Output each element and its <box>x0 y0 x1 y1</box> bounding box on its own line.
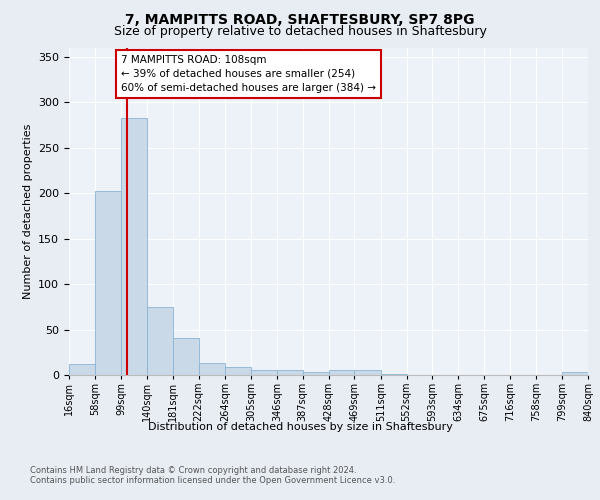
Bar <box>147 307 173 375</box>
Text: Contains HM Land Registry data © Crown copyright and database right 2024.: Contains HM Land Registry data © Crown c… <box>30 466 356 475</box>
Bar <box>562 372 588 375</box>
Bar <box>381 374 407 375</box>
Bar <box>355 370 381 375</box>
Bar <box>277 370 302 375</box>
Text: Contains public sector information licensed under the Open Government Licence v3: Contains public sector information licen… <box>30 476 395 485</box>
Text: Distribution of detached houses by size in Shaftesbury: Distribution of detached houses by size … <box>148 422 452 432</box>
Text: Size of property relative to detached houses in Shaftesbury: Size of property relative to detached ho… <box>113 25 487 38</box>
Bar <box>199 363 225 375</box>
Bar <box>302 372 329 375</box>
Y-axis label: Number of detached properties: Number of detached properties <box>23 124 32 299</box>
Bar <box>121 118 147 375</box>
Bar <box>329 370 355 375</box>
Text: 7 MAMPITTS ROAD: 108sqm
← 39% of detached houses are smaller (254)
60% of semi-d: 7 MAMPITTS ROAD: 108sqm ← 39% of detache… <box>121 55 376 93</box>
Bar <box>225 367 251 375</box>
Bar <box>95 191 121 375</box>
Bar <box>69 364 95 375</box>
Bar <box>173 338 199 375</box>
Text: 7, MAMPITTS ROAD, SHAFTESBURY, SP7 8PG: 7, MAMPITTS ROAD, SHAFTESBURY, SP7 8PG <box>125 12 475 26</box>
Bar <box>251 370 277 375</box>
